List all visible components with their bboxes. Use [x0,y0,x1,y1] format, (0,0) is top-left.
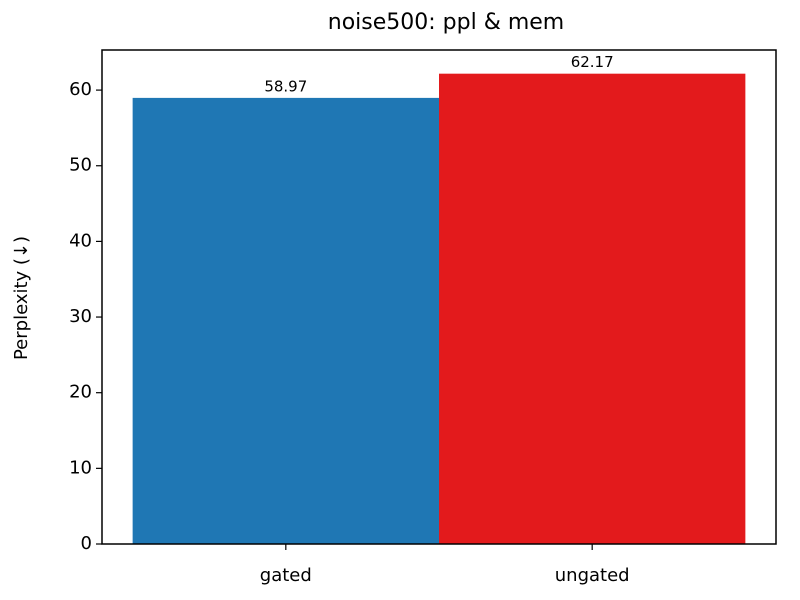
x-tick-label: gated [260,565,312,586]
value-label: 58.97 [264,77,307,95]
chart-title: noise500: ppl & mem [328,10,565,35]
y-tick-label: 60 [69,79,92,100]
y-tick-label: 50 [69,155,92,176]
y-tick-label: 10 [69,457,92,478]
plot-frame [101,49,777,545]
bar [132,97,440,544]
value-label: 62.17 [571,53,614,71]
bar [439,73,746,544]
x-tick-label: ungated [555,565,630,586]
y-tick-label: 20 [69,382,92,403]
y-tick-label: 0 [81,533,92,554]
y-tick-label: 40 [69,230,92,251]
y-tick-label: 30 [69,306,92,327]
y-axis-label: Perplexity (↓) [11,236,32,360]
